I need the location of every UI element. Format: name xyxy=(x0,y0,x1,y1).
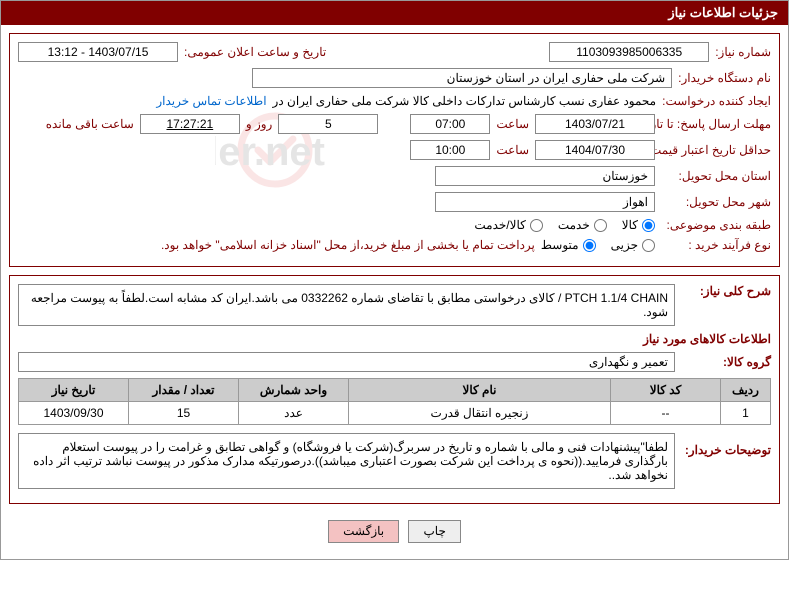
reply-deadline-time: 07:00 xyxy=(410,114,490,134)
row-requester: ایجاد کننده درخواست: محمود عفاری نسب کار… xyxy=(18,94,771,108)
th-qty: تعداد / مقدار xyxy=(129,379,239,402)
row-buyer-org: نام دستگاه خریدار: شرکت ملی حفاری ایران … xyxy=(18,68,771,88)
row-province: استان محل تحویل: خوزستان xyxy=(18,166,771,186)
announce-label: تاریخ و ساعت اعلان عمومی: xyxy=(184,45,326,59)
radio-medium[interactable]: متوسط xyxy=(541,238,596,252)
reply-deadline-label: مهلت ارسال پاسخ: تا تاریخ: xyxy=(661,117,771,131)
radio-both-input[interactable] xyxy=(530,219,543,232)
cell-code: -- xyxy=(611,402,721,425)
goods-group-value: تعمیر و نگهداری xyxy=(18,352,675,372)
radio-service[interactable]: خدمت xyxy=(558,218,607,232)
radio-service-input[interactable] xyxy=(594,219,607,232)
reply-deadline-date: 1403/07/21 xyxy=(535,114,655,134)
th-name: نام کالا xyxy=(349,379,611,402)
days-label: روز و xyxy=(246,117,273,131)
description-text: PTCH 1.1/4 CHAIN / کالای درخواستی مطابق … xyxy=(18,284,675,326)
buyer-contact-link[interactable]: اطلاعات تماس خریدار xyxy=(156,94,266,108)
cell-date: 1403/09/30 xyxy=(19,402,129,425)
row-validity: حداقل تاریخ اعتبار قیمت: تا تاریخ: 1404/… xyxy=(18,140,771,160)
requester-label: ایجاد کننده درخواست: xyxy=(662,94,771,108)
main-container: جزئیات اطلاعات نیاز AriaTender.net شماره… xyxy=(0,0,789,560)
button-bar: چاپ بازگشت xyxy=(9,512,780,551)
radio-partial[interactable]: جزیی xyxy=(611,238,655,252)
validity-date: 1404/07/30 xyxy=(535,140,655,160)
row-city: شهر محل تحویل: اهواز xyxy=(18,192,771,212)
remaining-label: ساعت باقی مانده xyxy=(46,117,134,131)
time-remaining: 17:27:21 xyxy=(140,114,240,134)
goods-table: ردیف کد کالا نام کالا واحد شمارش تعداد /… xyxy=(18,378,771,425)
buyer-notes-label: توضیحات خریدار: xyxy=(681,433,771,457)
buyer-org-value: شرکت ملی حفاری ایران در استان خوزستان xyxy=(252,68,672,88)
goods-panel: شرح کلی نیاز: PTCH 1.1/4 CHAIN / کالای د… xyxy=(9,275,780,504)
city-label: شهر محل تحویل: xyxy=(661,195,771,209)
category-radio-group: کالا خدمت کالا/خدمت xyxy=(474,218,655,232)
row-reply-deadline: مهلت ارسال پاسخ: تا تاریخ: 1403/07/21 سا… xyxy=(18,114,771,134)
table-header-row: ردیف کد کالا نام کالا واحد شمارش تعداد /… xyxy=(19,379,771,402)
cell-unit: عدد xyxy=(239,402,349,425)
province-value: خوزستان xyxy=(435,166,655,186)
process-label: نوع فرآیند خرید : xyxy=(661,238,771,252)
cell-name: زنجیره انتقال قدرت xyxy=(349,402,611,425)
print-button[interactable]: چاپ xyxy=(408,520,460,543)
city-value: اهواز xyxy=(435,192,655,212)
validity-label: حداقل تاریخ اعتبار قیمت: تا تاریخ: xyxy=(661,143,771,157)
row-description: شرح کلی نیاز: PTCH 1.1/4 CHAIN / کالای د… xyxy=(18,284,771,326)
content-area: AriaTender.net شماره نیاز: 1103093985006… xyxy=(1,25,788,559)
radio-both[interactable]: کالا/خدمت xyxy=(474,218,542,232)
requester-value: محمود عفاری نسب کارشناس تدارکات داخلی کا… xyxy=(273,94,657,108)
need-number-value: 1103093985006335 xyxy=(549,42,709,62)
page-title: جزئیات اطلاعات نیاز xyxy=(668,5,778,20)
back-button[interactable]: بازگشت xyxy=(328,520,399,543)
goods-group-label: گروه کالا: xyxy=(681,355,771,369)
time-label-1: ساعت xyxy=(496,117,529,131)
need-number-label: شماره نیاز: xyxy=(715,45,771,59)
row-need-number: شماره نیاز: 1103093985006335 تاریخ و ساع… xyxy=(18,42,771,62)
radio-medium-input[interactable] xyxy=(583,239,596,252)
validity-time: 10:00 xyxy=(410,140,490,160)
category-label: طبقه بندی موضوعی: xyxy=(661,218,771,232)
process-radio-group: جزیی متوسط xyxy=(541,238,655,252)
radio-partial-input[interactable] xyxy=(642,239,655,252)
row-goods-group: گروه کالا: تعمیر و نگهداری xyxy=(18,352,771,372)
radio-goods-input[interactable] xyxy=(642,219,655,232)
buyer-notes-text: لطفا"پیشنهادات فنی و مالی با شماره و تار… xyxy=(18,433,675,489)
row-buyer-notes: توضیحات خریدار: لطفا"پیشنهادات فنی و مال… xyxy=(18,433,771,489)
row-category: طبقه بندی موضوعی: کالا خدمت کالا/خدمت xyxy=(18,218,771,232)
description-label: شرح کلی نیاز: xyxy=(681,284,771,298)
province-label: استان محل تحویل: xyxy=(661,169,771,183)
buyer-org-label: نام دستگاه خریدار: xyxy=(678,71,771,85)
time-label-2: ساعت xyxy=(496,143,529,157)
th-code: کد کالا xyxy=(611,379,721,402)
th-row: ردیف xyxy=(721,379,771,402)
general-info-panel: AriaTender.net شماره نیاز: 1103093985006… xyxy=(9,33,780,267)
goods-section-title: اطلاعات کالاهای مورد نیاز xyxy=(18,332,771,346)
announce-value: 1403/07/15 - 13:12 xyxy=(18,42,178,62)
th-unit: واحد شمارش xyxy=(239,379,349,402)
table-row: 1 -- زنجیره انتقال قدرت عدد 15 1403/09/3… xyxy=(19,402,771,425)
days-remaining: 5 xyxy=(278,114,378,134)
th-date: تاریخ نیاز xyxy=(19,379,129,402)
cell-row: 1 xyxy=(721,402,771,425)
radio-goods[interactable]: کالا xyxy=(622,218,655,232)
page-header: جزئیات اطلاعات نیاز xyxy=(1,1,788,25)
cell-qty: 15 xyxy=(129,402,239,425)
row-process: نوع فرآیند خرید : جزیی متوسط پرداخت تمام… xyxy=(18,238,771,252)
payment-note: پرداخت تمام یا بخشی از مبلغ خرید،از محل … xyxy=(161,238,535,252)
